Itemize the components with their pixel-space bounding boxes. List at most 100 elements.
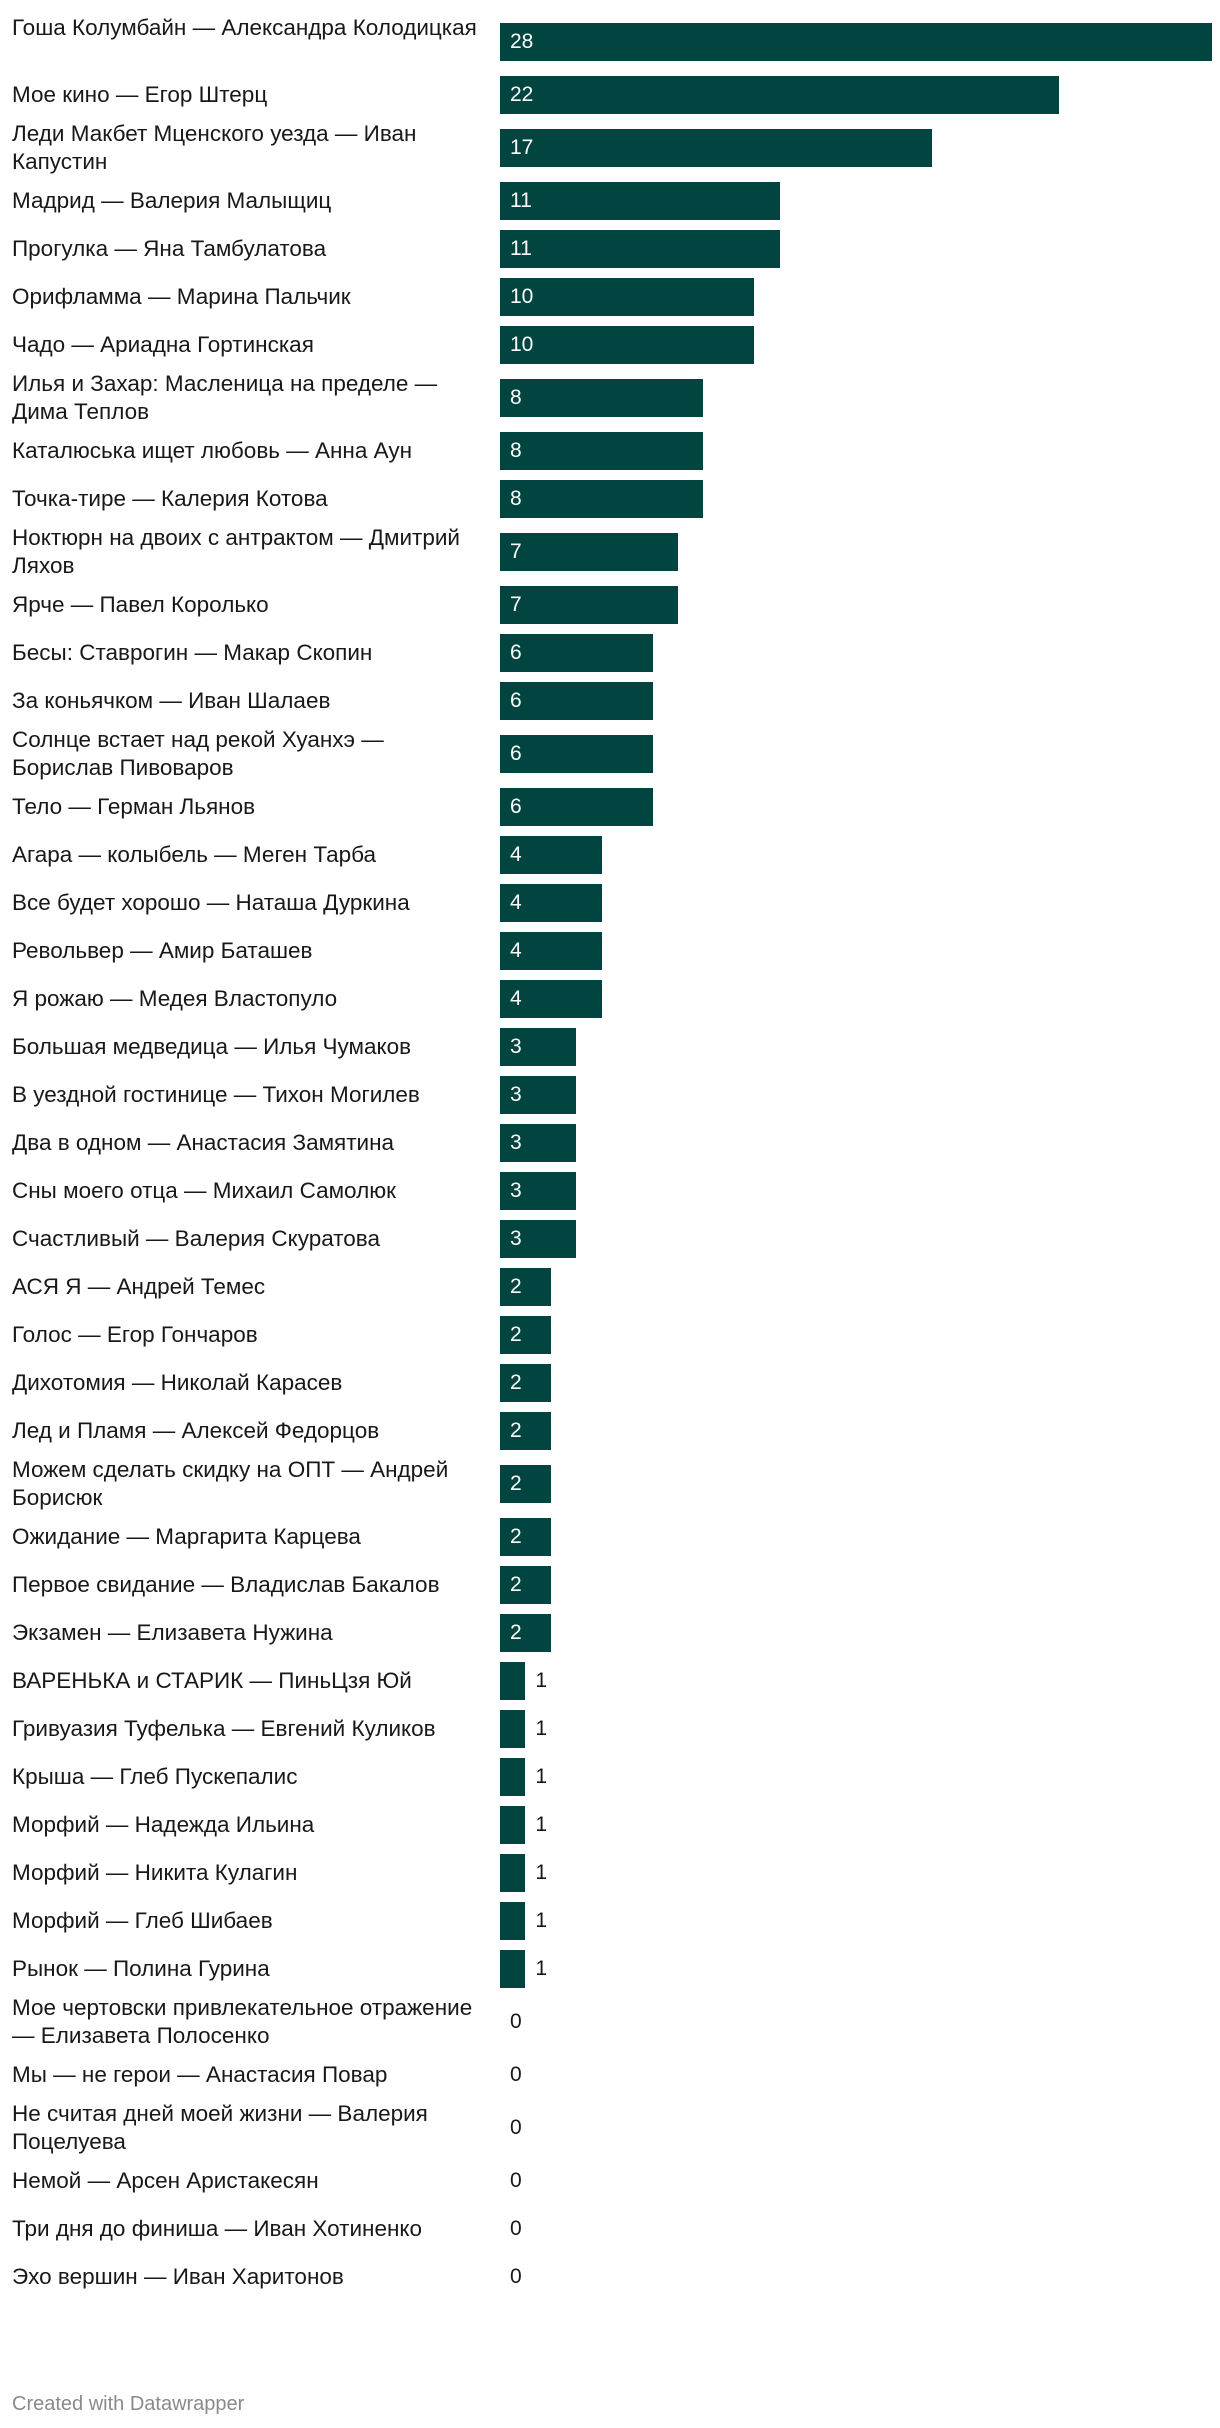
value-label: 22 xyxy=(510,83,534,106)
chart-row: Прогулка — Яна Тамбулатова 11 xyxy=(0,225,1220,273)
bar xyxy=(500,1220,577,1258)
value-label: 3 xyxy=(510,1131,522,1154)
bar xyxy=(500,884,602,922)
value-label: 3 xyxy=(510,1227,522,1250)
bar xyxy=(500,278,755,316)
chart-row: За коньячком — Иван Шалаев 6 xyxy=(0,677,1220,725)
bar xyxy=(500,1518,551,1556)
category-label: Не считая дней моей жизни — Валерия Поце… xyxy=(12,2101,428,2154)
value-label: 1 xyxy=(535,1813,548,1836)
category-label: ВАРЕНЬКА и СТАРИК — ПиньЦзя Юй xyxy=(12,1668,412,1693)
value-label: 1 xyxy=(535,1765,548,1788)
bar xyxy=(500,533,678,571)
category-label: Гоша Колумбайн — Александра Колодицкая xyxy=(12,15,477,40)
value-label: 2 xyxy=(510,1275,522,1298)
bar xyxy=(500,682,653,720)
category-label: Дихотомия — Николай Карасев xyxy=(12,1370,343,1395)
chart-row: Можем сделать скидку на ОПТ — Андрей Бор… xyxy=(0,1455,1220,1513)
chart-row: Рынок — Полина Гурина 1 xyxy=(0,1945,1220,1993)
category-label: Сны моего отца — Михаил Самолюк xyxy=(12,1178,396,1203)
chart-row: Ноктюрн на двоих с антрактом — Дмитрий Л… xyxy=(0,523,1220,581)
category-label: Агара — колыбель — Меген Тарба xyxy=(12,842,376,867)
category-label: Я рожаю — Медея Властопуло xyxy=(12,986,338,1011)
chart-row: Морфий — Надежда Ильина 1 xyxy=(0,1801,1220,1849)
chart-row: АСЯ Я — Андрей Темес 2 xyxy=(0,1263,1220,1311)
category-label: Мы — не герои — Анастасия Повар xyxy=(12,2062,388,2087)
value-label: 0 xyxy=(510,2116,522,2139)
value-label: 0 xyxy=(510,2217,522,2240)
bar xyxy=(500,932,602,970)
chart-row: Морфий — Глеб Шибаев 1 xyxy=(0,1897,1220,1945)
bar xyxy=(500,634,653,672)
bar xyxy=(500,1076,577,1114)
value-label: 1 xyxy=(535,1669,548,1692)
value-label: 11 xyxy=(510,189,532,212)
value-label: 10 xyxy=(510,333,534,356)
chart-row: Лед и Пламя — Алексей Федорцов 2 xyxy=(0,1407,1220,1455)
value-label: 10 xyxy=(510,285,534,308)
chart-row: Мое чертовски привлекательное отражение … xyxy=(0,1993,1220,2051)
bar xyxy=(500,1710,526,1748)
bar xyxy=(500,1806,526,1844)
category-label: Гривуазия Туфелька — Евгений Куликов xyxy=(12,1716,436,1741)
category-label: За коньячком — Иван Шалаев xyxy=(12,688,331,713)
category-label: Экзамен — Елизавета Нужина xyxy=(12,1620,333,1645)
bar xyxy=(500,23,1212,61)
bar xyxy=(500,735,653,773)
value-label: 2 xyxy=(510,1525,522,1548)
category-label: Лед и Пламя — Алексей Федорцов xyxy=(12,1418,380,1443)
category-label: Можем сделать скидку на ОПТ — Андрей Бор… xyxy=(12,1457,449,1510)
chart-row: Леди Макбет Мценского уезда — Иван Капус… xyxy=(0,119,1220,177)
chart-row: Гоша Колумбайн — Александра Колодицкая 28 xyxy=(0,13,1220,71)
bar xyxy=(500,1614,551,1652)
category-label: Бесы: Ставрогин — Макар Скопин xyxy=(12,640,373,665)
value-label: 7 xyxy=(510,593,522,616)
bar xyxy=(500,1172,577,1210)
value-label: 0 xyxy=(510,2265,522,2288)
value-label: 2 xyxy=(510,1573,522,1596)
chart-row: Экзамен — Елизавета Нужина 2 xyxy=(0,1609,1220,1657)
value-label: 4 xyxy=(510,939,522,962)
category-label: Прогулка — Яна Тамбулатова xyxy=(12,236,327,261)
value-label: 1 xyxy=(535,1717,548,1740)
chart-row: Каталюська ищет любовь — Анна Аун 8 xyxy=(0,427,1220,475)
category-label: АСЯ Я — Андрей Темес xyxy=(12,1274,266,1299)
category-label: Ярче — Павел Королько xyxy=(12,592,269,617)
value-label: 1 xyxy=(535,1957,548,1980)
chart-row: Точка-тире — Калерия Котова 8 xyxy=(0,475,1220,523)
chart-row: Не считая дней моей жизни — Валерия Поце… xyxy=(0,2099,1220,2157)
chart-row: Ярче — Павел Королько 7 xyxy=(0,581,1220,629)
chart-credit[interactable]: Created with Datawrapper xyxy=(12,2393,245,2415)
chart-row: Два в одном — Анастасия Замятина 3 xyxy=(0,1119,1220,1167)
chart-row: Все будет хорошо — Наташа Дуркина 4 xyxy=(0,879,1220,927)
bar xyxy=(500,1028,577,1066)
category-label: Ожидание — Маргарита Карцева xyxy=(12,1524,361,1549)
category-label: Револьвер — Амир Баташев xyxy=(12,938,313,963)
chart-row: Немой — Арсен Аристакесян 0 xyxy=(0,2157,1220,2205)
chart-row: Орифламма — Марина Пальчик 10 xyxy=(0,273,1220,321)
category-label: Илья и Захар: Масленица на пределе — Дим… xyxy=(12,371,438,424)
chart-row: Морфий — Никита Кулагин 1 xyxy=(0,1849,1220,1897)
category-label: Три дня до финиша — Иван Хотиненко xyxy=(12,2216,423,2241)
category-label: Большая медведица — Илья Чумаков xyxy=(12,1034,412,1059)
bar xyxy=(500,1268,551,1306)
value-label: 2 xyxy=(510,1371,522,1394)
chart-row: Тело — Герман Льянов 6 xyxy=(0,783,1220,831)
category-label: Точка-тире — Калерия Котова xyxy=(12,486,328,511)
chart-row: Мое кино — Егор Штерц 22 xyxy=(0,71,1220,119)
chart-row: Солнце встает над рекой Хуанхэ — Борисла… xyxy=(0,725,1220,783)
chart-row: ВАРЕНЬКА и СТАРИК — ПиньЦзя Юй 1 xyxy=(0,1657,1220,1705)
category-label: Каталюська ищет любовь — Анна Аун xyxy=(12,438,413,463)
bar xyxy=(500,1316,551,1354)
value-label: 1 xyxy=(535,1861,548,1884)
category-label: Солнце встает над рекой Хуанхэ — Борисла… xyxy=(12,727,384,780)
bar xyxy=(500,980,602,1018)
chart-row: Я рожаю — Медея Властопуло 4 xyxy=(0,975,1220,1023)
bar xyxy=(500,1662,526,1700)
category-label: Два в одном — Анастасия Замятина xyxy=(12,1130,395,1155)
value-label: 8 xyxy=(510,386,522,409)
chart-row: Мы — не герои — Анастасия Повар 0 xyxy=(0,2051,1220,2099)
bar xyxy=(500,230,780,268)
chart-row: Счастливый — Валерия Скуратова 3 xyxy=(0,1215,1220,1263)
chart-row: Агара — колыбель — Меген Тарба 4 xyxy=(0,831,1220,879)
